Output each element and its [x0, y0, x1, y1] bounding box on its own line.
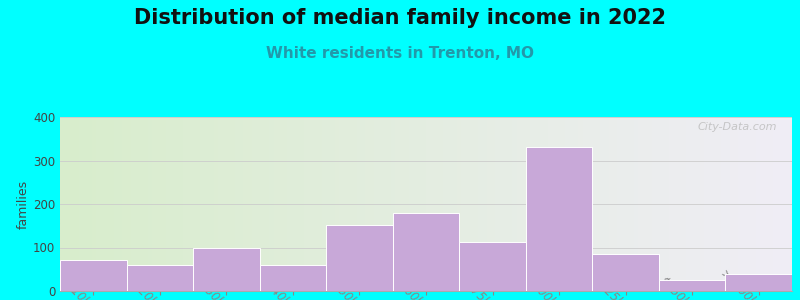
Bar	[726, 274, 792, 291]
Bar	[526, 147, 592, 291]
Bar	[193, 248, 260, 291]
Text: City-Data.com: City-Data.com	[698, 122, 778, 132]
Bar	[326, 225, 393, 291]
Bar	[60, 260, 126, 291]
Bar	[659, 280, 726, 291]
Bar	[260, 265, 326, 291]
Y-axis label: families: families	[17, 179, 30, 229]
Bar	[393, 213, 459, 291]
Bar	[459, 242, 526, 291]
Text: Distribution of median family income in 2022: Distribution of median family income in …	[134, 8, 666, 28]
Bar	[126, 265, 193, 291]
Bar	[592, 254, 659, 291]
Text: White residents in Trenton, MO: White residents in Trenton, MO	[266, 46, 534, 62]
